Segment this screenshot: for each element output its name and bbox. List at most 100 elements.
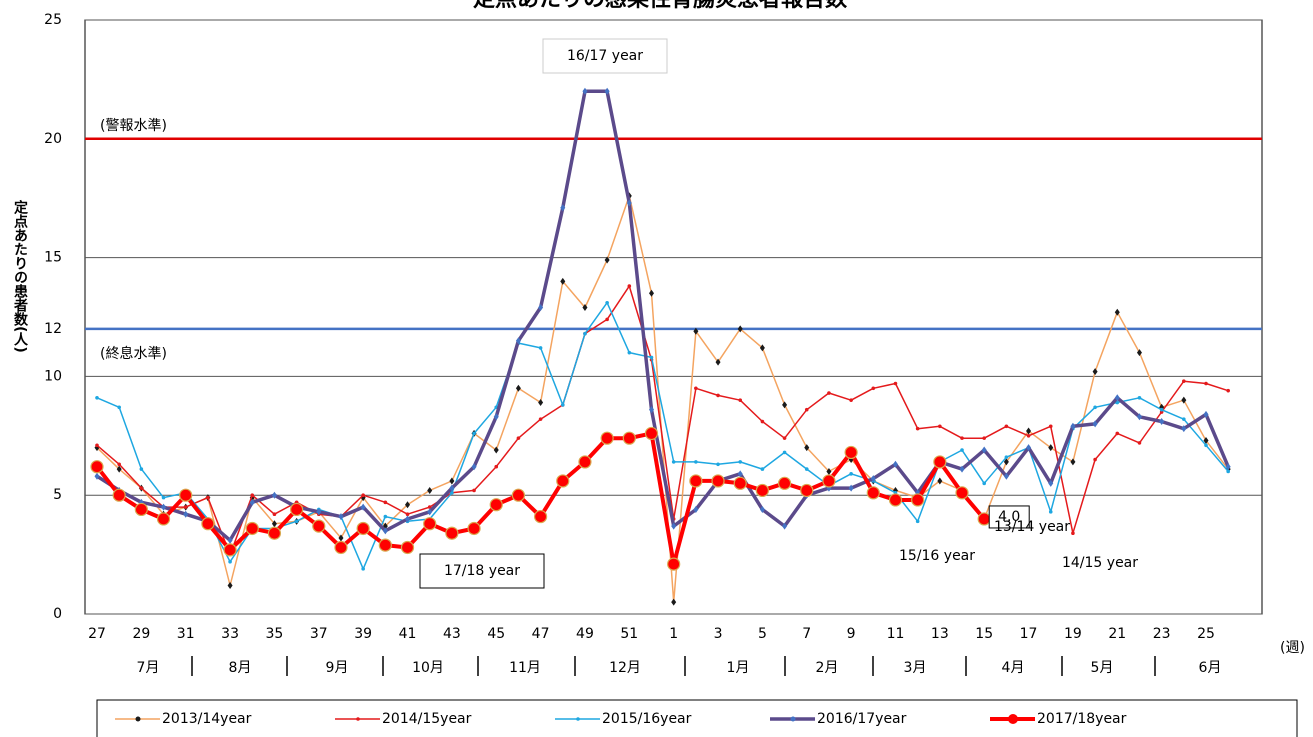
point-marker — [1181, 396, 1187, 404]
point-marker — [1026, 434, 1031, 438]
point-marker — [378, 538, 392, 552]
point-marker — [156, 512, 171, 526]
point-marker — [1181, 425, 1187, 433]
point-marker — [1137, 441, 1142, 445]
point-marker — [538, 417, 543, 421]
point-marker — [139, 486, 144, 490]
point-marker — [117, 405, 121, 410]
point-marker — [627, 284, 632, 288]
annotation-box — [419, 553, 545, 589]
legend-box — [96, 699, 1298, 737]
point-marker — [116, 465, 122, 473]
x-tick-label: 39 — [354, 626, 372, 642]
x-tick-label: 47 — [532, 626, 550, 642]
point-marker — [733, 476, 747, 490]
point-marker — [472, 431, 476, 436]
point-marker — [759, 344, 765, 352]
point-marker — [139, 467, 144, 471]
chart-title: 定点あたりの感染性胃腸炎患者報告数 — [473, 0, 848, 12]
data-label-box — [988, 505, 1030, 529]
y-tick-label: 15 — [44, 250, 62, 266]
point-marker — [933, 455, 947, 469]
x-tick-label: 45 — [487, 626, 505, 642]
x-tick-label: 19 — [1064, 626, 1082, 642]
point-marker — [977, 512, 991, 526]
point-marker — [1225, 463, 1231, 471]
point-marker — [800, 483, 814, 498]
point-marker — [267, 526, 282, 540]
x-tick-label: 7 — [802, 626, 811, 642]
point-marker — [472, 488, 476, 493]
point-marker — [382, 527, 388, 535]
legend-label: 2015/16year — [602, 711, 692, 727]
point-marker — [671, 522, 677, 530]
point-marker — [423, 517, 437, 531]
point-marker — [95, 395, 99, 400]
point-marker — [1204, 443, 1208, 448]
month-label: 11月 — [509, 660, 541, 676]
point-marker — [844, 445, 858, 460]
point-marker — [1048, 424, 1053, 429]
point-marker — [1048, 444, 1054, 452]
point-marker — [804, 407, 809, 412]
point-marker — [689, 474, 703, 488]
point-marker — [782, 522, 788, 530]
point-marker — [849, 472, 853, 476]
point-marker — [1115, 400, 1120, 405]
point-marker — [223, 543, 237, 557]
point-marker — [715, 358, 721, 366]
point-marker — [90, 460, 104, 474]
x-tick-label: 31 — [177, 626, 195, 642]
point-marker — [1003, 458, 1009, 466]
point-marker — [183, 505, 188, 509]
point-marker — [271, 520, 277, 528]
x-tick-label: 43 — [443, 626, 461, 642]
point-marker — [649, 289, 654, 297]
point-marker — [515, 337, 521, 345]
point-marker — [427, 508, 433, 516]
point-marker — [604, 87, 610, 95]
point-marker — [694, 386, 698, 391]
x-tick-label: 27 — [88, 626, 106, 642]
point-marker — [1115, 431, 1120, 436]
month-label: 10月 — [412, 660, 444, 676]
point-marker — [892, 460, 898, 468]
y-tick-label: 0 — [53, 606, 62, 622]
point-marker — [782, 450, 787, 455]
point-marker — [134, 502, 148, 517]
legend-label: 2014/15year — [382, 711, 472, 727]
point-marker — [1048, 510, 1053, 514]
reference-label: (終息水準) — [100, 345, 167, 362]
point-marker — [915, 519, 920, 524]
x-tick-label: 1 — [669, 626, 678, 642]
point-marker — [427, 505, 432, 509]
x-tick-label: 13 — [931, 626, 949, 642]
y-tick-label: 25 — [44, 12, 62, 28]
point-marker — [250, 493, 255, 498]
point-marker — [911, 493, 925, 507]
point-marker — [1026, 444, 1032, 452]
point-marker — [201, 517, 215, 531]
point-marker — [737, 470, 743, 478]
point-marker — [644, 426, 659, 441]
y-tick-label: 5 — [53, 487, 62, 503]
point-marker — [449, 477, 455, 485]
point-marker — [538, 346, 543, 350]
month-label: 1月 — [727, 660, 750, 676]
point-marker — [605, 300, 609, 305]
point-marker — [738, 398, 743, 402]
point-marker — [272, 512, 277, 517]
x-tick-label: 3 — [714, 626, 723, 642]
x-tick-label: 11 — [887, 626, 905, 642]
point-marker — [671, 598, 677, 606]
y-tick-label: 12 — [44, 321, 62, 337]
annotation: 15/16 year — [899, 548, 975, 564]
point-marker — [760, 419, 765, 424]
y-tick-label: 20 — [44, 131, 62, 147]
point-marker — [249, 498, 255, 506]
point-marker — [1114, 308, 1120, 316]
point-marker — [1203, 410, 1209, 418]
point-marker — [604, 256, 610, 264]
series-line — [96, 301, 1229, 570]
point-marker — [759, 505, 765, 513]
